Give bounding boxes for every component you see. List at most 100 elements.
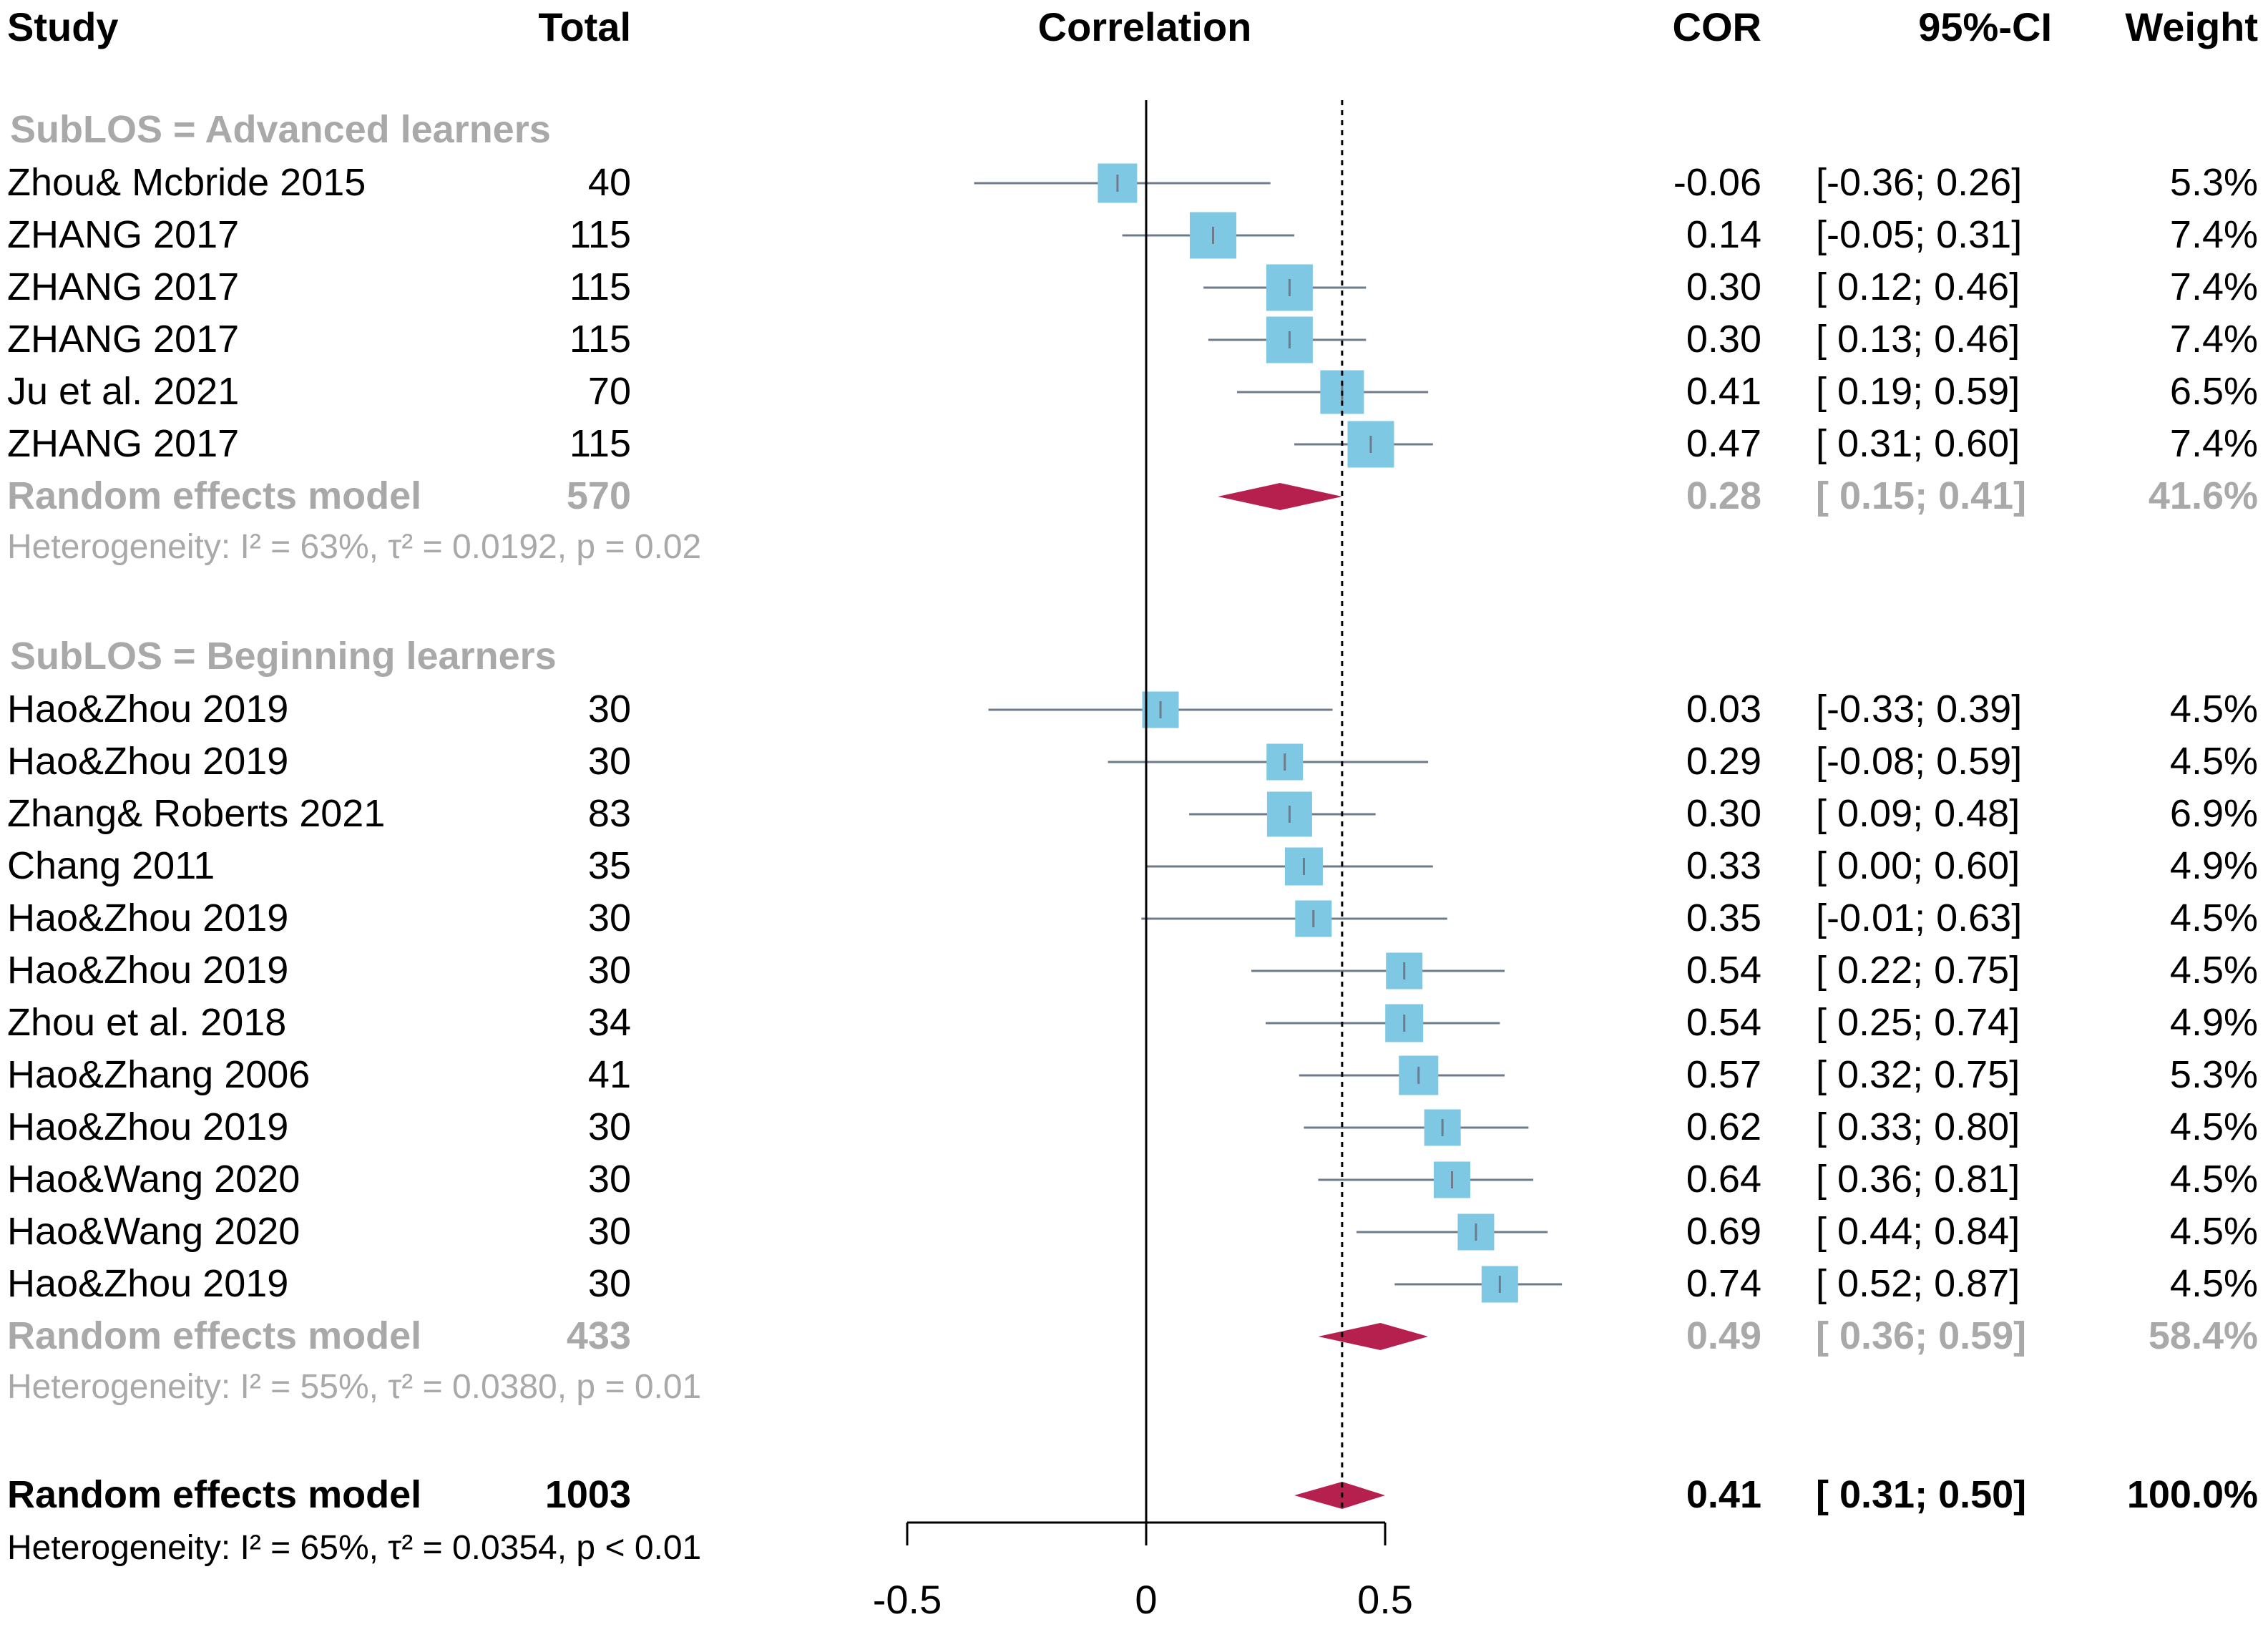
study-cor: 0.30	[1686, 792, 1761, 835]
study-ci: [ 0.44; 0.84]	[1816, 1210, 2020, 1253]
overall-model-ci: [ 0.31; 0.50]	[1816, 1473, 2027, 1516]
study-ci: [ 0.09; 0.48]	[1816, 792, 2020, 835]
study-cor: 0.41	[1686, 370, 1761, 413]
study-ci: [-0.01; 0.63]	[1816, 896, 2023, 939]
study-name: Hao&Wang 2020	[7, 1158, 300, 1201]
study-name: ZHANG 2017	[7, 213, 240, 256]
study-name: Hao&Wang 2020	[7, 1210, 300, 1253]
subgroup-heterogeneity: Heterogeneity: I² = 63%, τ² = 0.0192, p …	[7, 528, 702, 566]
study-ci: [-0.05; 0.31]	[1816, 213, 2023, 256]
study-name: ZHANG 2017	[7, 318, 240, 361]
study-ci: [ 0.22; 0.75]	[1816, 949, 2020, 992]
study-name: Hao&Zhou 2019	[7, 896, 289, 939]
study-total: 115	[569, 318, 631, 361]
study-ci: [-0.33; 0.39]	[1816, 688, 2023, 731]
study-weight: 4.9%	[2169, 844, 2258, 887]
study-ci: [ 0.25; 0.74]	[1816, 1001, 2020, 1044]
study-ci: [ 0.00; 0.60]	[1816, 844, 2020, 887]
study-cor: 0.03	[1686, 688, 1761, 731]
study-weight: 4.5%	[2169, 740, 2258, 783]
study-weight: 7.4%	[2169, 265, 2258, 308]
study-weight: 7.4%	[2169, 318, 2258, 361]
study-ci: [ 0.12; 0.46]	[1816, 265, 2020, 308]
study-total: 30	[587, 1210, 631, 1253]
study-ci: [ 0.52; 0.87]	[1816, 1262, 2020, 1305]
overall-heterogeneity: Heterogeneity: I² = 65%, τ² = 0.0354, p …	[7, 1529, 702, 1567]
study-total: 41	[587, 1053, 631, 1096]
subgroup-model-cor: 0.28	[1686, 474, 1761, 517]
study-name: Hao&Zhou 2019	[7, 1262, 289, 1305]
study-name: Hao&Zhou 2019	[7, 1105, 289, 1148]
study-ci: [ 0.33; 0.80]	[1816, 1105, 2020, 1148]
study-name: Ju et al. 2021	[7, 370, 240, 413]
header-study: Study	[7, 4, 119, 49]
subgroup-model-ci: [ 0.36; 0.59]	[1816, 1314, 2027, 1357]
study-name: Zhou et al. 2018	[7, 1001, 287, 1044]
study-ci: [ 0.19; 0.59]	[1816, 370, 2020, 413]
study-ci: [ 0.32; 0.75]	[1816, 1053, 2020, 1096]
study-total: 30	[587, 740, 631, 783]
study-total: 30	[587, 688, 631, 731]
subgroup-model-total: 570	[566, 474, 631, 517]
study-weight: 4.9%	[2169, 1001, 2258, 1044]
study-weight: 6.9%	[2169, 792, 2258, 835]
study-cor: 0.62	[1686, 1105, 1761, 1148]
study-name: Zhang& Roberts 2021	[7, 792, 386, 835]
study-weight: 4.5%	[2169, 949, 2258, 992]
study-total: 30	[587, 896, 631, 939]
study-total: 40	[587, 161, 631, 204]
study-name: Hao&Zhou 2019	[7, 688, 289, 731]
subgroup-label: SubLOS = Beginning learners	[10, 635, 557, 678]
subgroup-model-cor: 0.49	[1686, 1314, 1761, 1357]
x-axis-tick-label: 0.5	[1357, 1577, 1413, 1622]
subgroup-model-weight: 58.4%	[2148, 1314, 2258, 1357]
study-weight: 6.5%	[2169, 370, 2258, 413]
study-weight: 7.4%	[2169, 213, 2258, 256]
header-weight: Weight	[2125, 4, 2258, 49]
study-cor: 0.54	[1686, 949, 1761, 992]
study-total: 30	[587, 1105, 631, 1148]
study-cor: 0.30	[1686, 265, 1761, 308]
study-name: ZHANG 2017	[7, 422, 240, 465]
study-cor: 0.54	[1686, 1001, 1761, 1044]
study-weight: 4.5%	[2169, 1158, 2258, 1201]
overall-model-label: Random effects model	[7, 1473, 422, 1516]
study-ci: [-0.36; 0.26]	[1816, 161, 2023, 204]
overall-model-weight: 100.0%	[2126, 1473, 2258, 1516]
overall-summary-diamond	[1294, 1482, 1385, 1509]
study-total: 30	[587, 1262, 631, 1305]
subgroup-model-ci: [ 0.15; 0.41]	[1816, 474, 2027, 517]
study-total: 34	[587, 1001, 631, 1044]
subgroup-model-weight: 41.6%	[2148, 474, 2258, 517]
study-weight: 4.5%	[2169, 1105, 2258, 1148]
study-weight: 5.3%	[2169, 1053, 2258, 1096]
study-ci: [ 0.13; 0.46]	[1816, 318, 2020, 361]
overall-model-cor: 0.41	[1686, 1473, 1761, 1516]
study-cor: 0.30	[1686, 318, 1761, 361]
study-cor: 0.69	[1686, 1210, 1761, 1253]
study-cor: 0.33	[1686, 844, 1761, 887]
study-cor: 0.14	[1686, 213, 1761, 256]
study-cor: 0.35	[1686, 896, 1761, 939]
header-cor: COR	[1672, 4, 1761, 49]
study-total: 83	[587, 792, 631, 835]
study-name: Chang 2011	[7, 844, 215, 887]
study-total: 115	[569, 213, 631, 256]
study-weight: 4.5%	[2169, 1262, 2258, 1305]
study-cor: 0.47	[1686, 422, 1761, 465]
study-total: 115	[569, 265, 631, 308]
study-cor: -0.06	[1673, 161, 1761, 204]
study-name: ZHANG 2017	[7, 265, 240, 308]
study-total: 30	[587, 1158, 631, 1201]
study-name: Zhou& Mcbride 2015	[7, 161, 366, 204]
study-total: 35	[587, 844, 631, 887]
x-axis-tick-label: 0	[1135, 1577, 1158, 1622]
study-weight: 4.5%	[2169, 688, 2258, 731]
study-ci: [ 0.36; 0.81]	[1816, 1158, 2020, 1201]
study-total: 30	[587, 949, 631, 992]
subgroup-model-label: Random effects model	[7, 474, 422, 517]
study-name: Hao&Zhou 2019	[7, 740, 289, 783]
header-ci: 95%-CI	[1918, 4, 2052, 49]
subgroup-model-label: Random effects model	[7, 1314, 422, 1357]
